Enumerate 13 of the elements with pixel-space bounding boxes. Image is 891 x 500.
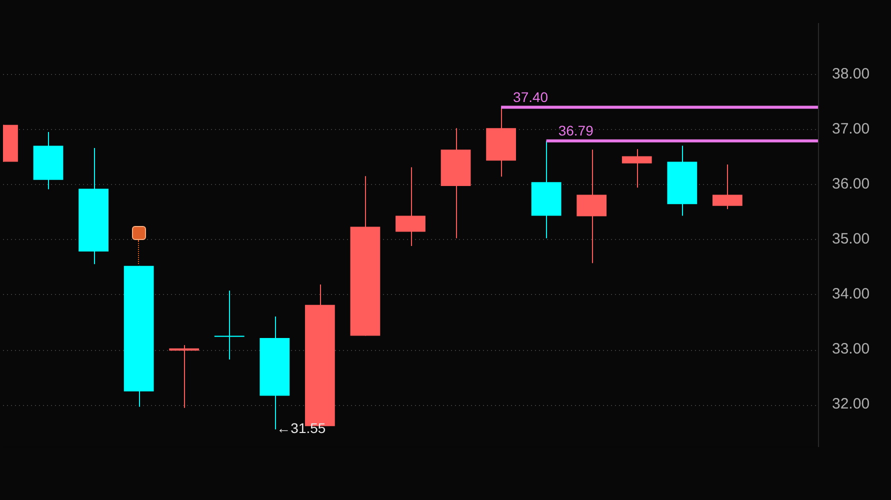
y-tick-label: 32.00 — [832, 396, 870, 413]
annotation: ←31.55 — [276, 420, 326, 436]
y-tick-label: 33.00 — [832, 340, 870, 358]
ref-line-label: 36.79 — [558, 122, 594, 139]
y-tick-label: 36.00 — [832, 175, 870, 192]
y-tick-label: 34.00 — [832, 286, 870, 303]
y-tick-label: 37.00 — [832, 120, 870, 138]
y-tick-label: 38.00 — [832, 65, 870, 82]
ref-line-label: 37.40 — [513, 89, 548, 106]
candlestick — [214, 290, 244, 360]
candlestick — [169, 344, 200, 408]
y-tick-label: 35.00 — [832, 230, 870, 248]
candlestick — [622, 148, 652, 188]
